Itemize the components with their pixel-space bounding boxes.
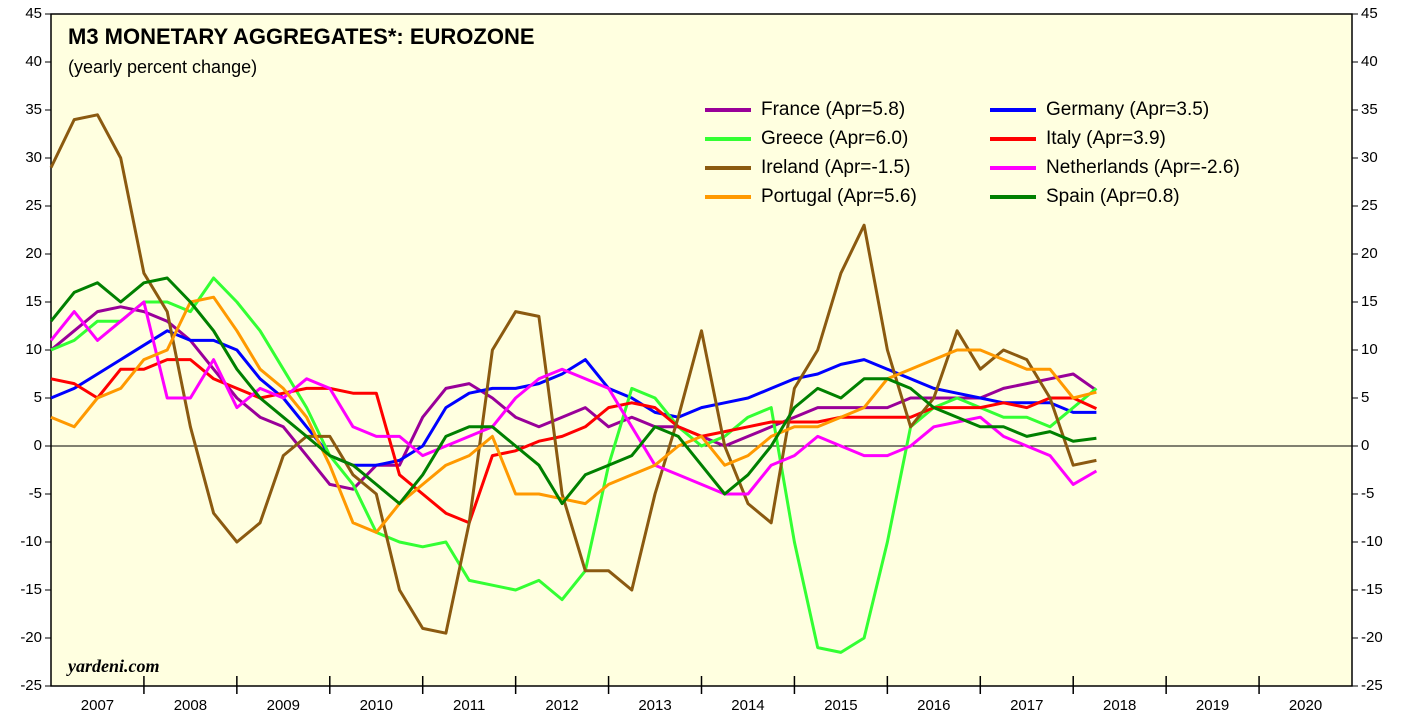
- legend-label: Italy (Apr=3.9): [1046, 128, 1166, 149]
- y2-tick-label: 15: [1361, 293, 1378, 310]
- series-line: [50, 295, 1097, 534]
- legend-label: Greece (Apr=6.0): [761, 128, 908, 149]
- legend-label: Germany (Apr=3.5): [1046, 99, 1209, 120]
- x-tick-label: 2013: [638, 697, 671, 714]
- legend-label: Netherlands (Apr=-2.6): [1046, 157, 1240, 178]
- y-tick-label: 30: [25, 149, 42, 166]
- x-tick-label: 2019: [1196, 697, 1229, 714]
- x-tick-label: 2008: [174, 697, 207, 714]
- y2-tick-label: 30: [1361, 149, 1378, 166]
- y-tick-label: 25: [25, 197, 42, 214]
- legend-label: Portugal (Apr=5.6): [761, 186, 917, 207]
- series-line: [50, 329, 1097, 467]
- y-tick-label: -20: [20, 629, 42, 646]
- y2-tick-label: -20: [1361, 629, 1383, 646]
- legend-label: Ireland (Apr=-1.5): [761, 157, 910, 178]
- chart-title: M3 MONETARY AGGREGATES*: EUROZONE: [68, 24, 535, 49]
- y-tick-label: 10: [25, 341, 42, 358]
- y-tick-label: 15: [25, 293, 42, 310]
- x-tick-label: 2007: [81, 697, 114, 714]
- x-tick-label: 2011: [453, 697, 485, 714]
- y-tick-label: -10: [20, 533, 42, 550]
- x-tick-label: 2020: [1289, 697, 1322, 714]
- y-tick-label: 20: [25, 245, 42, 262]
- x-tick-label: 2014: [731, 697, 764, 714]
- y2-tick-label: 35: [1361, 101, 1378, 118]
- y-tick-label: -5: [29, 485, 42, 502]
- x-tick-label: 2015: [824, 697, 857, 714]
- legend-label: Spain (Apr=0.8): [1046, 186, 1180, 207]
- y-tick-label: -25: [20, 677, 42, 694]
- series-line: [49, 276, 1097, 506]
- y2-tick-label: 5: [1361, 389, 1369, 406]
- y-tick-label: 5: [34, 389, 42, 406]
- y2-tick-label: 40: [1361, 53, 1378, 70]
- y-tick-label: 35: [25, 101, 42, 118]
- x-tick-label: 2009: [267, 697, 300, 714]
- y2-tick-label: 10: [1361, 341, 1378, 358]
- y2-tick-label: -15: [1361, 581, 1383, 598]
- x-tick-label: 2017: [1010, 697, 1043, 714]
- x-tick-label: 2018: [1103, 697, 1136, 714]
- y2-tick-label: -5: [1361, 485, 1374, 502]
- y2-tick-label: 25: [1361, 197, 1378, 214]
- legend-label: France (Apr=5.8): [761, 99, 905, 120]
- series-line: [49, 113, 1097, 635]
- y2-tick-label: 0: [1361, 437, 1369, 454]
- y-tick-label: 45: [25, 5, 42, 22]
- y2-tick-label: -10: [1361, 533, 1383, 550]
- x-tick-label: 2010: [360, 697, 393, 714]
- y-tick-label: 0: [34, 437, 42, 454]
- plot-area: [50, 13, 1353, 687]
- x-tick-label: 2016: [917, 697, 950, 714]
- series-line: [49, 300, 1098, 496]
- y-tick-label: -15: [20, 581, 42, 598]
- source: yardeni.com: [66, 656, 160, 676]
- series-line: [50, 276, 1098, 654]
- chart-subtitle: (yearly percent change): [68, 57, 257, 77]
- y2-tick-label: 20: [1361, 245, 1378, 262]
- y-tick-label: 40: [25, 53, 42, 70]
- y2-tick-label: -25: [1361, 677, 1383, 694]
- x-tick-label: 2012: [545, 697, 578, 714]
- y2-tick-label: 45: [1361, 5, 1378, 22]
